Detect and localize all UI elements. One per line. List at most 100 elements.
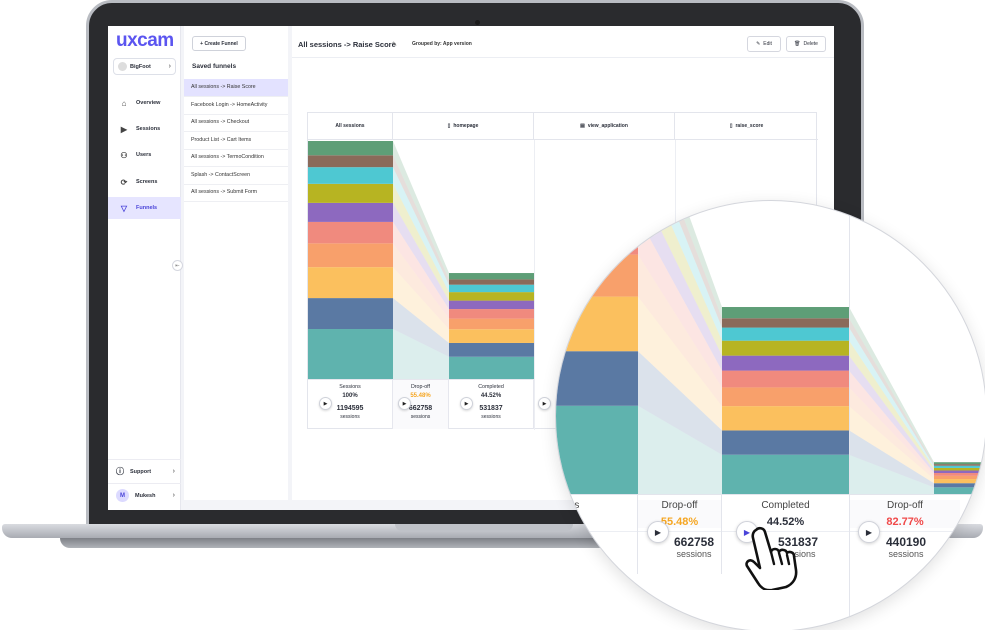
zoom-stat-label: Completed — [761, 500, 810, 511]
nav-item-users[interactable]: ⚇ Users — [108, 144, 181, 166]
zoom-flow-band — [638, 254, 722, 407]
stat-count: 662758 — [408, 405, 433, 412]
zoom-step1-stats: ssions 00% — [556, 500, 611, 528]
zoom-flow-band — [638, 216, 722, 388]
funnel-list-item[interactable]: Product List -> Cart Items — [184, 132, 288, 150]
zoom-stat-label: ssions — [556, 500, 580, 511]
zoom-stat-unit: sessions — [888, 549, 924, 559]
zoom-step3-segment[interactable] — [934, 470, 985, 474]
funnel-flow-band — [393, 243, 449, 330]
zoom-step3-segment[interactable] — [934, 483, 985, 488]
funnel-step1-segment[interactable] — [308, 298, 393, 330]
nav-item-label: Sessions — [136, 126, 161, 132]
funnel-step1-segment[interactable] — [308, 243, 393, 268]
support-link[interactable]: ⓘ Support › — [108, 459, 181, 483]
zoom-step2-segment[interactable] — [722, 327, 849, 341]
zoom-step3-segment[interactable] — [934, 475, 985, 480]
play-sessions-button[interactable]: ▶ — [858, 521, 880, 543]
create-funnel-button[interactable]: + Create Funnel — [192, 36, 246, 51]
zoom-stat-unit: sessions — [780, 549, 816, 559]
nav-item-screens[interactable]: ⟳ Screens — [108, 171, 181, 193]
phone-icon: ▯ — [729, 123, 733, 129]
zoom-funnel-bars — [556, 201, 985, 494]
funnel-step2-segment[interactable] — [449, 292, 534, 301]
pencil-icon[interactable]: ✎ — [392, 42, 398, 48]
zoom-step3-segment[interactable] — [934, 487, 985, 494]
chevron-right-icon: › — [172, 492, 175, 499]
play-sessions-button[interactable]: ▶ — [538, 397, 551, 410]
play-sessions-button[interactable]: ▶ — [319, 397, 332, 410]
funnel-step1-segment[interactable] — [308, 267, 393, 299]
funnel-step2-segment[interactable] — [449, 309, 534, 319]
zoom-step2-segment[interactable] — [722, 307, 849, 319]
zoom-step2-segment[interactable] — [722, 406, 849, 431]
play-sessions-button[interactable]: ▶ — [398, 397, 411, 410]
stat-unit: sessions — [410, 414, 431, 420]
funnel-list-item[interactable]: Facebook Login -> HomeActivity — [184, 97, 288, 115]
zoom-step2-segment[interactable] — [722, 387, 849, 407]
zoom-step3-segment[interactable] — [934, 462, 985, 465]
zoom-drop1-count: 662758 sessions — [664, 535, 724, 559]
stat-count: 1194595 — [336, 405, 364, 412]
funnel-list-item[interactable]: All sessions -> Submit Form — [184, 184, 288, 202]
nav-item-overview[interactable]: ⌂ Overview — [108, 92, 181, 114]
funnel-chart: All sessions ▯ homepage ▤ view_applicati… — [307, 112, 818, 430]
column-divider — [534, 140, 535, 430]
play-sessions-button[interactable]: ▶ — [647, 521, 669, 543]
zoom-step1-segment[interactable] — [556, 216, 638, 255]
funnel-step2-segment[interactable] — [449, 300, 534, 310]
laptop-base-shadow — [60, 538, 925, 548]
stat-count: 531837 — [479, 405, 503, 412]
funnel-step2-segment[interactable] — [449, 279, 534, 285]
camera-dot — [475, 20, 480, 25]
play-sessions-button[interactable]: ▶ — [460, 397, 473, 410]
funnel-step2-segment[interactable] — [449, 342, 534, 357]
pencil-icon: ✎ — [756, 41, 761, 47]
funnel-step2-segment[interactable] — [449, 329, 534, 343]
funnel-list-item[interactable]: All sessions -> Raise Score — [184, 79, 288, 97]
zoom-step2-segment[interactable] — [722, 318, 849, 328]
funnel-step2-segment[interactable] — [449, 318, 534, 330]
funnel-step1-segment[interactable] — [308, 221, 393, 244]
zoom-step1-segment[interactable] — [556, 351, 638, 406]
step-header-label: view_application — [587, 123, 628, 129]
zoom-step3-segment[interactable] — [934, 467, 985, 471]
zoom-step2-segment[interactable] — [722, 454, 849, 494]
funnel-step2-segment[interactable] — [449, 284, 534, 293]
zoom-step3-segment[interactable] — [934, 464, 985, 466]
chevron-right-icon: › — [168, 63, 171, 70]
user-menu[interactable]: M Mukesh › — [108, 483, 181, 507]
zoom-step2-segment[interactable] — [722, 355, 849, 371]
nav-item-sessions[interactable]: ▶ Sessions — [108, 118, 181, 140]
funnel-step1-segment[interactable] — [308, 183, 393, 203]
zoom-flow-band — [638, 405, 722, 494]
funnel-step2-segment[interactable] — [449, 356, 534, 379]
app-selector[interactable]: BigFoot › — [113, 58, 176, 75]
delete-button[interactable]: 🗑 Delete — [786, 36, 826, 52]
funnel-step2-segment[interactable] — [449, 273, 534, 280]
nav-item-funnels[interactable]: ▽ Funnels — [108, 197, 181, 219]
edit-button[interactable]: ✎ Edit — [747, 36, 781, 52]
zoom-step2-segment[interactable] — [722, 340, 849, 356]
zoom-stat-count: 531837 — [777, 535, 819, 549]
zoom-step3-segment[interactable] — [934, 473, 985, 476]
funnel-step1-segment[interactable] — [308, 329, 393, 379]
funnel-step1-segment[interactable] — [308, 141, 393, 156]
funnel-list-item[interactable]: All sessions -> TermoCondition — [184, 149, 288, 167]
funnel-flow-band — [393, 202, 449, 310]
funnel-step1-segment[interactable] — [308, 202, 393, 222]
funnel-step1-segment[interactable] — [308, 155, 393, 168]
collapse-sidebar-button[interactable]: ⇤ — [172, 260, 183, 271]
zoom-step2-segment[interactable] — [722, 370, 849, 388]
funnel-list-item[interactable]: All sessions -> Checkout — [184, 114, 288, 132]
zoom-step1-segment[interactable] — [556, 296, 638, 352]
zoom-step3-segment[interactable] — [934, 465, 985, 468]
zoom-step1-segment[interactable] — [556, 254, 638, 297]
zoom-step1-segment[interactable] — [556, 201, 638, 217]
funnel-step1-segment[interactable] — [308, 167, 393, 184]
zoom-step3-segment[interactable] — [934, 479, 985, 484]
funnel-flow-band — [393, 183, 449, 301]
zoom-step1-segment[interactable] — [556, 405, 638, 494]
funnel-list-item[interactable]: Splash -> ContactScreen — [184, 167, 288, 185]
zoom-step2-segment[interactable] — [722, 430, 849, 455]
